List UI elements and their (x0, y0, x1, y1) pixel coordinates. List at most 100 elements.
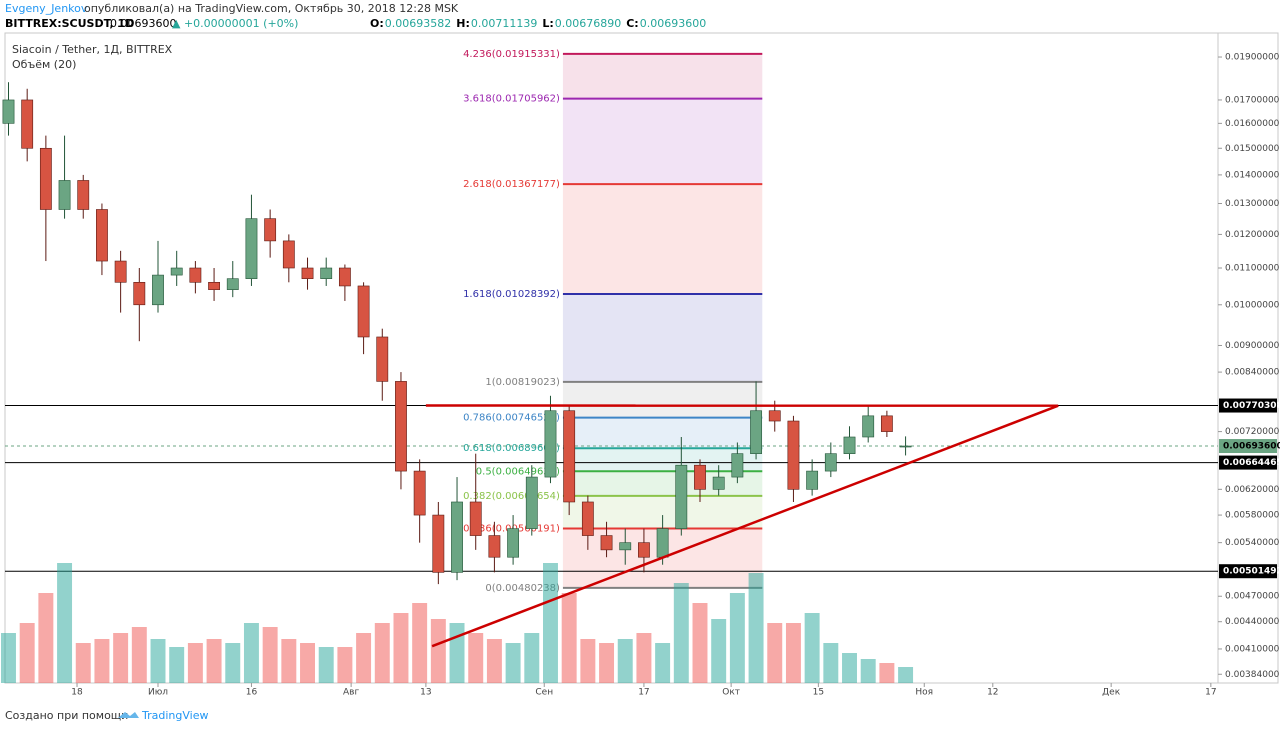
candle-body (282, 240, 295, 269)
y-tick-label: 0.00440000 (1225, 617, 1280, 627)
volume-bar (187, 643, 203, 683)
volume-bar (300, 643, 315, 683)
volume-bar (206, 639, 222, 683)
volume-bar (580, 639, 596, 683)
volume-bar (767, 623, 783, 683)
author[interactable]: Evgeny_Jenkov (5, 2, 88, 15)
volume-bar (785, 623, 801, 683)
candle-body (488, 535, 501, 558)
volume-bar (94, 639, 110, 683)
published: опубликовал(а) на TradingView.com, Октяб… (84, 2, 459, 15)
volume-bar (842, 653, 857, 683)
candle-body (694, 464, 706, 490)
y-tick-label: 0.01900000 (1225, 53, 1280, 63)
candle-body (413, 470, 426, 516)
volume-bar (505, 643, 521, 683)
volume-bar (169, 647, 185, 683)
volume-bar (356, 633, 372, 683)
y-tick-label: 0.01700000 (1225, 95, 1280, 105)
candle-body (581, 501, 594, 536)
price-label: 0.00664465 (1223, 458, 1280, 468)
volume-bar (655, 643, 671, 683)
fib-label: 1.618(0.01028392) (463, 289, 560, 300)
candle-body (806, 470, 819, 490)
footer-text: Создано при помощи (5, 709, 128, 722)
x-tick-label: 15 (813, 688, 824, 698)
x-tick-label: Июл (148, 688, 168, 698)
volume-bar (113, 633, 129, 683)
candle-body (675, 464, 688, 529)
candle-body (843, 436, 856, 454)
volume-bar (393, 613, 409, 683)
candle-body (320, 267, 333, 279)
candle-body (170, 267, 183, 276)
volume-bar (860, 659, 876, 683)
quote-label: O: (370, 17, 384, 30)
candle-body (2, 99, 15, 124)
candle-body (563, 410, 576, 503)
candle-body (880, 415, 893, 432)
fib-label: 0.618(0.00689607) (463, 443, 560, 454)
candle-body (750, 410, 762, 454)
candle-body (114, 260, 127, 283)
symbol: BITTREX:SCUSDT, 1D (5, 17, 134, 30)
volume-bar (412, 603, 428, 683)
fib-band (562, 381, 763, 418)
volume-bar (430, 619, 446, 683)
quote-value: 0.00711139 (471, 17, 537, 30)
candle-body (189, 267, 202, 283)
fib-band (562, 417, 763, 449)
y-tick-label: 0.00840000 (1225, 368, 1280, 378)
candle-body (544, 410, 557, 478)
y-tick-label: 0.00720000 (1225, 427, 1280, 437)
candle-body (245, 218, 258, 279)
candle-body (862, 415, 875, 438)
volume-bar (225, 643, 241, 683)
candle-body (619, 542, 632, 551)
volume-bar (524, 633, 540, 683)
trend-line (431, 404, 1059, 648)
axis-frame (1217, 32, 1279, 684)
candle-body (768, 410, 781, 422)
price-label: 0.00693600 (1223, 442, 1280, 452)
price-label-box (1219, 398, 1277, 413)
candle-body (638, 542, 650, 558)
volume-bar (823, 643, 839, 683)
fib-label: 0.786(0.00746523) (463, 413, 560, 424)
fib-band (562, 293, 763, 382)
x-tick-label: 17 (638, 688, 649, 698)
quote-value: 0.00693600 (640, 17, 706, 30)
volume-bar (561, 593, 577, 683)
candle-body (152, 274, 164, 306)
volume-bar (38, 593, 54, 683)
fib-label: 3.618(0.01705962) (463, 94, 560, 105)
volume-bar (75, 643, 91, 683)
candle-body (731, 453, 744, 478)
y-tick-label: 0.00410000 (1225, 644, 1280, 654)
candle-body (357, 285, 370, 338)
y-tick-label: 0.00580000 (1225, 511, 1280, 521)
volume-bar (748, 573, 764, 683)
y-tick-label: 0.00384000 (1225, 670, 1280, 680)
volume-bar (879, 663, 895, 683)
volume-bar (599, 643, 615, 683)
y-tick-label: 0.01000000 (1225, 300, 1280, 310)
volume-bar (729, 593, 745, 683)
candle-body (338, 267, 351, 287)
x-tick-label: 16 (246, 688, 258, 698)
candle-body (469, 501, 482, 536)
volume-bar (1, 633, 16, 683)
candle-body (525, 476, 538, 529)
fib-label: 1(0.00819023) (485, 377, 560, 388)
y-tick-label: 0.01400000 (1225, 170, 1280, 180)
candle-body (899, 445, 912, 448)
candle-body (507, 528, 520, 558)
x-tick-label: Авг (343, 688, 359, 698)
candle-body (264, 218, 277, 242)
footer-brand[interactable]: TradingView (141, 709, 208, 722)
volume-bar (374, 623, 390, 683)
logo (118, 712, 139, 718)
candle-body (77, 180, 90, 210)
volume-bar (150, 639, 166, 683)
volume-bar (898, 667, 914, 683)
